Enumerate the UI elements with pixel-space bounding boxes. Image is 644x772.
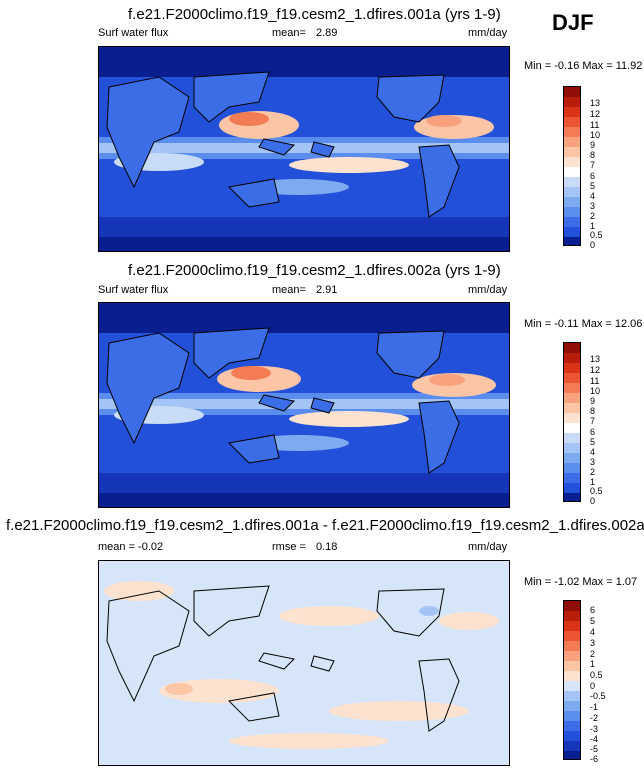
panel-2-minmax: Min = -0.11 Max = 12.06 <box>524 318 643 330</box>
panel-1-tick: 8 <box>590 150 596 160</box>
panel-1-tick: 0 <box>590 240 596 250</box>
panel-2-variable-label: Surf water flux <box>98 284 169 296</box>
panel-1-title: f.e21.F2000climo.f19_f19.cesm2_1.dfires.… <box>128 6 501 23</box>
panel-3-tick: 0 <box>590 681 596 691</box>
panel-1-tick: 13 <box>590 98 601 108</box>
panel-1-map-graphic <box>99 47 509 251</box>
panel-2-mean-label: mean= <box>272 284 306 296</box>
panel-1-units: mm/day <box>468 27 508 39</box>
panel-2-tick: 0.5 <box>590 486 603 496</box>
panel-2-colorbar <box>563 342 581 502</box>
panel-2-title: f.e21.F2000climo.f19_f19.cesm2_1.dfires.… <box>128 262 501 279</box>
panel-3-tick: 3 <box>590 638 596 648</box>
panel-1-map <box>98 46 510 252</box>
panel-1-tick: 12 <box>590 109 601 119</box>
panel-3-units: mm/day <box>468 541 508 553</box>
panel-1-tick: 7 <box>590 160 596 170</box>
panel-2-tick: 8 <box>590 406 596 416</box>
panel-2-tick: 0 <box>590 496 596 506</box>
panel-1-tick: 2 <box>590 211 596 221</box>
panel-2-map-graphic <box>99 303 509 507</box>
panel-2-mean-value: 2.91 <box>316 284 338 296</box>
panel-1-colorbar <box>563 86 581 246</box>
panel-1-tick: 4 <box>590 191 596 201</box>
panel-3-tick: -5 <box>590 744 599 754</box>
panel-1-tick: 3 <box>590 201 596 211</box>
panel-2-map <box>98 302 510 508</box>
panel-2-tick: 1 <box>590 477 596 487</box>
panel-1-tick: 10 <box>590 130 601 140</box>
panel-3-mean-label: mean = -0.02 <box>98 541 164 553</box>
panel-2-tick: 4 <box>590 447 596 457</box>
panel-3-map-graphic <box>99 561 509 765</box>
panel-3-title: f.e21.F2000climo.f19_f19.cesm2_1.dfires.… <box>6 517 644 534</box>
panel-3-tick: 6 <box>590 605 596 615</box>
panel-3-rmse-label: rmse = <box>272 541 306 553</box>
panel-1-tick: 0.5 <box>590 230 603 240</box>
panel-2-tick: 3 <box>590 457 596 467</box>
panel-2-tick: 7 <box>590 416 596 426</box>
panel-3-colorbar <box>563 600 581 760</box>
panel-2-tick: 10 <box>590 386 601 396</box>
panel-3-rmse-value: 0.18 <box>316 541 338 553</box>
panel-2-tick: 13 <box>590 354 601 364</box>
panel-3-tick: 0.5 <box>590 670 603 680</box>
panel-1-mean-label: mean= <box>272 27 306 39</box>
panel-2-tick: 5 <box>590 437 596 447</box>
panel-2-tick: 9 <box>590 396 596 406</box>
panel-3-tick: -3 <box>590 724 599 734</box>
panel-1-tick: 9 <box>590 140 596 150</box>
panel-3-tick: -4 <box>590 734 599 744</box>
panel-1-mean-value: 2.89 <box>316 27 338 39</box>
panel-3-minmax: Min = -1.02 Max = 1.07 <box>524 576 638 588</box>
panel-1-tick: 5 <box>590 181 596 191</box>
panel-2-units: mm/day <box>468 284 508 296</box>
panel-2-tick: 12 <box>590 365 601 375</box>
panel-3-tick: 5 <box>590 616 596 626</box>
panel-3-tick: 1 <box>590 659 596 669</box>
panel-3-tick: 2 <box>590 649 596 659</box>
panel-1-tick: 1 <box>590 221 596 231</box>
panel-1-minmax: Min = -0.16 Max = 11.92 <box>524 60 643 72</box>
panel-3-tick: 4 <box>590 627 596 637</box>
panel-1-tick: 11 <box>590 120 600 130</box>
panel-2-tick: 6 <box>590 427 596 437</box>
panel-1-tick: 6 <box>590 171 596 181</box>
panel-3-tick: -1 <box>590 702 599 712</box>
panel-3-map <box>98 560 510 766</box>
season-label: DJF <box>552 10 594 35</box>
panel-2-tick: 2 <box>590 467 596 477</box>
panel-3-tick: -2 <box>590 713 599 723</box>
panel-1-variable-label: Surf water flux <box>98 27 169 39</box>
panel-2-tick: 11 <box>590 376 600 386</box>
panel-3-tick: -6 <box>590 754 599 764</box>
panel-3-tick: -0.5 <box>590 691 606 701</box>
